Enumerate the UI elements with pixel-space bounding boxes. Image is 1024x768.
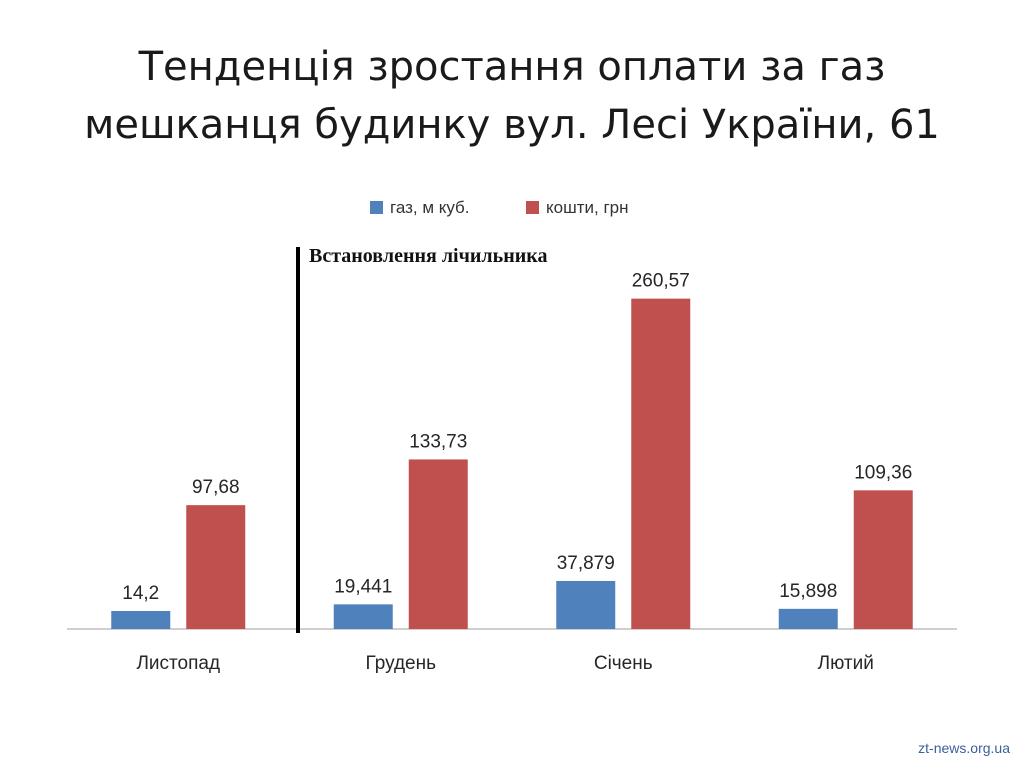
category-label-2: Січень (594, 653, 653, 674)
bar-cost-1 (408, 459, 468, 629)
bar-cost-2 (631, 298, 691, 629)
data-label-cost-0: 97,68 (192, 477, 240, 498)
bar-gas-3 (778, 608, 838, 629)
data-label-gas-0: 14,2 (122, 583, 159, 604)
bar-gas-2 (556, 580, 616, 629)
bar-cost-0 (186, 505, 246, 629)
bar-gas-0 (111, 610, 171, 629)
legend-label-1: кошти, грн (546, 198, 629, 217)
meter-installation-annotation: Встановлення лічильника (309, 245, 547, 267)
bar-gas-1 (333, 604, 393, 629)
category-label-0: Листопад (136, 653, 220, 674)
legend-swatch-1 (526, 201, 539, 214)
data-label-gas-3: 15,898 (779, 581, 837, 602)
slide-title-line-2: мешканця будинку вул. Лесі України, 61 (84, 102, 940, 148)
slide-title: Тенденція зростання оплати за газ мешкан… (0, 38, 1024, 154)
data-label-cost-3: 109,36 (854, 462, 912, 483)
category-label-3: Лютий (818, 653, 874, 674)
data-label-cost-1: 133,73 (409, 431, 467, 452)
slide-title-line-1: Тенденція зростання оплати за газ (138, 44, 886, 90)
data-label-gas-1: 19,441 (334, 576, 392, 597)
watermark: zt-news.org.ua (918, 740, 1010, 756)
legend-label-0: газ, м куб. (390, 198, 470, 217)
category-label-1: Грудень (366, 653, 437, 674)
legend-swatch-0 (370, 201, 383, 214)
bar-cost-3 (853, 490, 913, 629)
data-label-gas-2: 37,879 (557, 553, 615, 574)
data-label-cost-2: 260,57 (632, 271, 690, 292)
